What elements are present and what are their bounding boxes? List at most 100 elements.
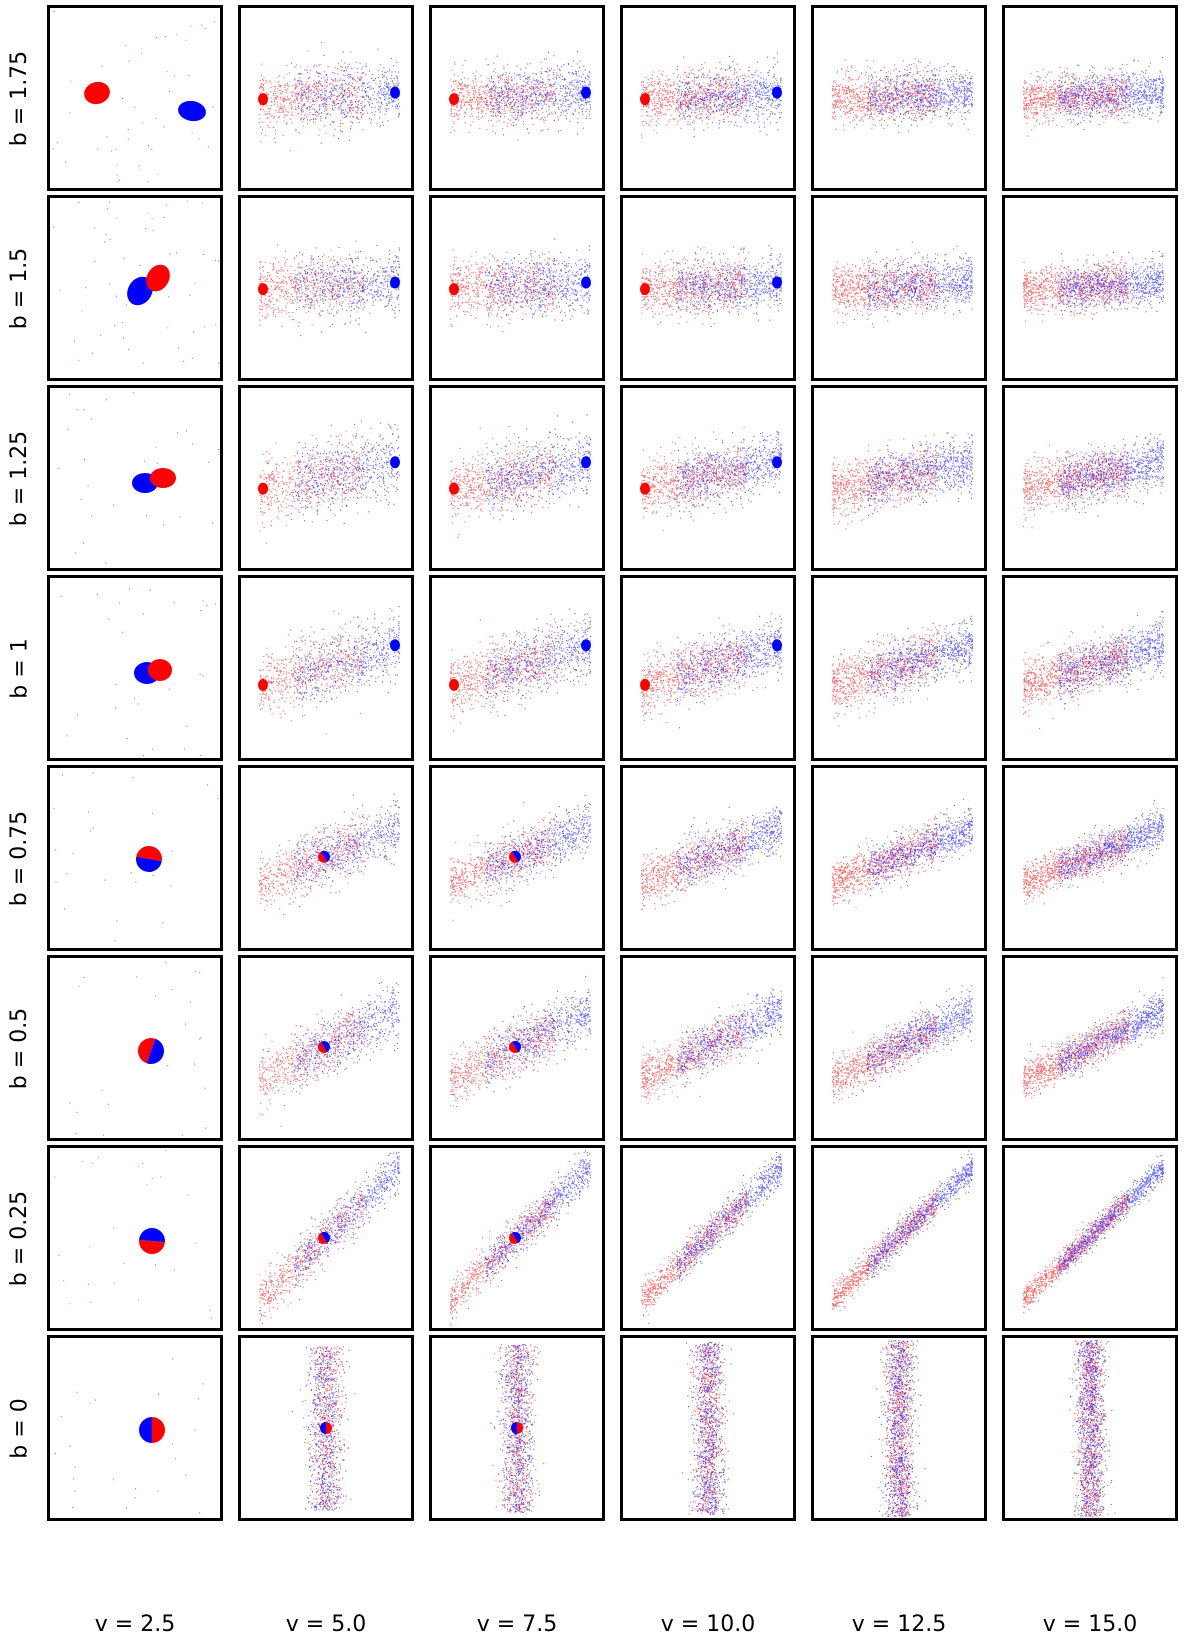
particle-scatter xyxy=(54,1150,212,1319)
scatter-plot xyxy=(682,1342,735,1515)
particle-scatter xyxy=(676,52,782,138)
particle-scatter xyxy=(867,1150,974,1280)
particle-scatter xyxy=(676,806,783,891)
particle-scatter xyxy=(832,1191,939,1311)
scatter-plot xyxy=(259,793,400,916)
column-label: v = 15.0 xyxy=(1042,1612,1138,1637)
row-label: b = 0.5 xyxy=(0,955,40,1141)
particle-scatter xyxy=(867,798,974,897)
cluster-blob xyxy=(148,659,172,681)
scatter-panel xyxy=(429,1335,605,1521)
scatter-panel xyxy=(1002,195,1178,381)
particle-scatter xyxy=(1069,1340,1113,1517)
cluster-blob xyxy=(390,639,400,652)
scatter-panel xyxy=(47,1335,223,1521)
scatter-plot xyxy=(449,608,592,732)
scatter-plot xyxy=(258,42,401,152)
particle-scatter xyxy=(485,51,592,136)
scatter-plot xyxy=(490,1344,545,1513)
particle-scatter xyxy=(676,613,783,729)
particle-scatter xyxy=(641,1005,747,1104)
particle-scatter xyxy=(876,1340,927,1517)
scatter-plot xyxy=(640,52,782,139)
row-label-text: b = 1 xyxy=(7,637,33,699)
scatter-panel xyxy=(47,575,223,761)
scatter-plot xyxy=(69,961,207,1136)
particle-scatter xyxy=(867,432,974,517)
scatter-plot xyxy=(1023,433,1165,529)
scatter-panel xyxy=(620,955,796,1141)
particle-scatter xyxy=(485,608,592,717)
particle-scatter xyxy=(676,988,783,1087)
particle-scatter xyxy=(485,1150,592,1281)
scatter-plot xyxy=(832,985,973,1104)
scatter-panel xyxy=(238,385,414,571)
column-label: v = 5.0 xyxy=(285,1612,367,1637)
scatter-panel xyxy=(47,765,223,951)
scatter-plot xyxy=(1069,1340,1116,1517)
scatter-panel xyxy=(238,765,414,951)
particle-scatter xyxy=(450,58,556,141)
scatter-panel xyxy=(811,575,987,761)
scatter-plot xyxy=(54,1150,212,1319)
particle-scatter xyxy=(832,58,939,134)
particle-scatter xyxy=(832,252,938,328)
scatter-panel xyxy=(620,195,796,381)
particle-scatter xyxy=(291,1346,352,1511)
overlap-disc xyxy=(139,1228,165,1254)
particle-scatter xyxy=(485,975,591,1092)
scatter-plot xyxy=(259,982,401,1127)
scatter-plot xyxy=(1023,799,1165,905)
scatter-plot xyxy=(60,588,216,757)
scatter-panel xyxy=(1002,955,1178,1141)
particle-scatter xyxy=(1058,611,1165,710)
scatter-panel xyxy=(620,765,796,951)
overlap-disc xyxy=(320,1422,332,1434)
particle-scatter xyxy=(259,812,365,916)
scatter-panel xyxy=(811,765,987,951)
cluster-blob xyxy=(772,456,782,469)
scatter-plot xyxy=(832,241,974,328)
scatter-panel xyxy=(811,1145,987,1331)
cluster-blob xyxy=(178,100,206,122)
scatter-plot xyxy=(291,1346,356,1511)
particle-scatter xyxy=(450,1186,556,1327)
particle-scatter xyxy=(450,425,556,538)
particle-scatter xyxy=(54,1358,204,1514)
row-label: b = 0 xyxy=(0,1335,40,1521)
particle-scatter xyxy=(687,1342,732,1515)
particle-scatter xyxy=(832,434,939,530)
row-label: b = 0.75 xyxy=(0,765,40,951)
scatter-plot xyxy=(259,1151,401,1325)
row-label-text: b = 1.5 xyxy=(7,247,33,329)
scatter-plot xyxy=(449,238,591,333)
particle-scatter xyxy=(676,431,783,518)
scatter-plot xyxy=(641,1152,783,1324)
scatter-panel xyxy=(811,385,987,571)
scatter-panel xyxy=(47,5,223,191)
overlap-disc xyxy=(511,1422,523,1434)
scatter-plot xyxy=(58,392,220,564)
row-label-text: b = 0.25 xyxy=(7,1190,33,1286)
scatter-plot xyxy=(641,806,783,911)
cluster-blob xyxy=(84,81,110,105)
scatter-panel xyxy=(620,5,796,191)
overlap-disc xyxy=(509,1041,521,1053)
particle-scatter xyxy=(294,420,401,525)
cluster-blob xyxy=(581,276,591,289)
particle-scatter xyxy=(52,11,216,183)
cluster-blob xyxy=(581,86,591,99)
cluster-blob xyxy=(449,283,459,296)
particle-scatter xyxy=(1023,63,1130,137)
overlap-disc xyxy=(318,1231,330,1244)
scatter-plot xyxy=(1023,611,1165,730)
row-label: b = 0.25 xyxy=(0,1145,40,1331)
scatter-plot xyxy=(641,988,783,1104)
scatter-plot xyxy=(640,244,783,327)
particle-scatter xyxy=(490,1344,540,1513)
particle-scatter xyxy=(641,818,748,911)
particle-scatter xyxy=(867,615,974,714)
cluster-blob xyxy=(640,283,650,296)
cluster-blob xyxy=(772,86,782,99)
